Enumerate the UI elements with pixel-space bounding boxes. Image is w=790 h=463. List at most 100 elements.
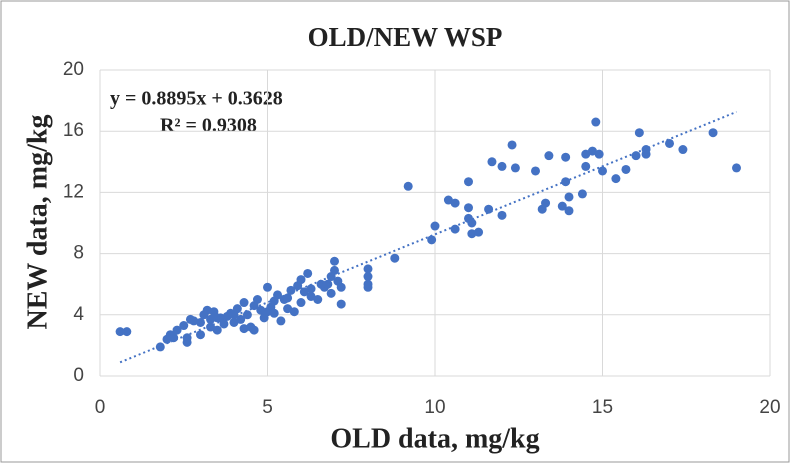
data-point: [286, 285, 296, 295]
data-point: [611, 174, 621, 184]
data-point: [544, 151, 554, 161]
data-point: [363, 272, 373, 282]
y-tick-label: 16: [63, 120, 84, 141]
data-point: [464, 177, 473, 187]
data-point: [564, 206, 574, 216]
data-point: [363, 279, 373, 289]
data-point: [182, 333, 192, 343]
data-point: [330, 256, 339, 266]
data-point: [212, 313, 222, 323]
data-point: [464, 203, 473, 213]
data-point: [242, 310, 252, 320]
data-point: [189, 316, 199, 326]
data-point: [179, 321, 189, 331]
chart-title: OLD/NEW WSP: [308, 22, 503, 52]
data-point: [296, 298, 306, 308]
data-point: [467, 229, 477, 239]
data-point: [641, 149, 651, 159]
data-point: [430, 221, 440, 231]
data-point: [557, 201, 567, 211]
y-tick-label: 0: [73, 365, 84, 386]
data-point: [122, 327, 132, 337]
trend-equation: y = 0.8895x + 0.3628: [110, 88, 283, 110]
data-point: [326, 272, 336, 282]
data-point: [196, 330, 205, 340]
data-point: [634, 128, 644, 138]
data-point: [510, 163, 520, 173]
data-point: [631, 151, 641, 161]
data-point: [202, 305, 212, 315]
data-point: [427, 235, 437, 245]
data-point: [474, 227, 484, 237]
y-tick-label: 12: [63, 181, 84, 202]
y-tick-label: 20: [63, 59, 84, 80]
data-point: [236, 314, 246, 324]
data-point: [155, 342, 165, 352]
data-point: [708, 128, 718, 138]
data-point: [443, 195, 453, 205]
y-tick-label: 8: [73, 243, 84, 264]
data-point: [269, 308, 279, 318]
data-point: [467, 218, 477, 228]
data-point: [273, 290, 283, 300]
data-point: [256, 305, 266, 315]
data-point: [403, 181, 413, 191]
data-point: [219, 319, 229, 329]
data-point: [212, 325, 222, 335]
data-point: [299, 287, 309, 297]
data-point: [561, 152, 571, 162]
data-point: [336, 299, 346, 309]
data-point: [484, 204, 494, 214]
data-point: [169, 333, 179, 343]
data-point: [229, 310, 239, 320]
data-point: [507, 140, 517, 150]
data-point: [541, 198, 551, 208]
data-point: [306, 284, 316, 294]
data-point: [263, 307, 272, 317]
data-point: [276, 316, 286, 326]
data-point: [487, 157, 497, 167]
data-point: [336, 282, 346, 292]
data-point: [206, 314, 216, 324]
data-point: [450, 224, 460, 234]
data-point: [229, 317, 239, 327]
data-point: [594, 149, 604, 159]
data-point: [196, 317, 205, 327]
x-tick-label: 5: [262, 397, 273, 418]
x-tick-label: 20: [759, 397, 780, 418]
data-point: [577, 189, 587, 199]
data-point: [587, 146, 597, 156]
data-point: [390, 253, 400, 263]
data-point: [283, 293, 293, 303]
data-point: [323, 279, 333, 289]
data-point: [665, 138, 674, 148]
data-point: [621, 164, 631, 174]
data-point: [561, 177, 571, 187]
data-point: [249, 325, 259, 335]
data-point: [363, 264, 373, 274]
x-axis-label: OLD data, mg/kg: [330, 423, 539, 454]
data-point: [531, 166, 540, 176]
data-point: [239, 298, 249, 308]
x-tick-label: 15: [592, 397, 613, 418]
data-point: [239, 324, 249, 334]
data-point: [326, 288, 336, 298]
data-point: [598, 166, 607, 176]
data-point: [306, 291, 316, 301]
data-point: [450, 198, 460, 208]
data-point: [172, 325, 182, 335]
x-tick-label: 0: [95, 397, 106, 418]
data-point: [581, 161, 591, 171]
data-point: [303, 268, 313, 278]
data-point: [283, 304, 293, 314]
data-point: [316, 279, 326, 289]
data-point: [206, 322, 216, 332]
y-tick-label: 4: [73, 304, 84, 325]
data-point: [678, 145, 688, 155]
data-point: [115, 327, 125, 337]
r-squared: R² = 0.9308: [160, 115, 257, 137]
data-point: [252, 295, 262, 304]
data-point: [732, 163, 741, 173]
data-point: [591, 117, 601, 127]
